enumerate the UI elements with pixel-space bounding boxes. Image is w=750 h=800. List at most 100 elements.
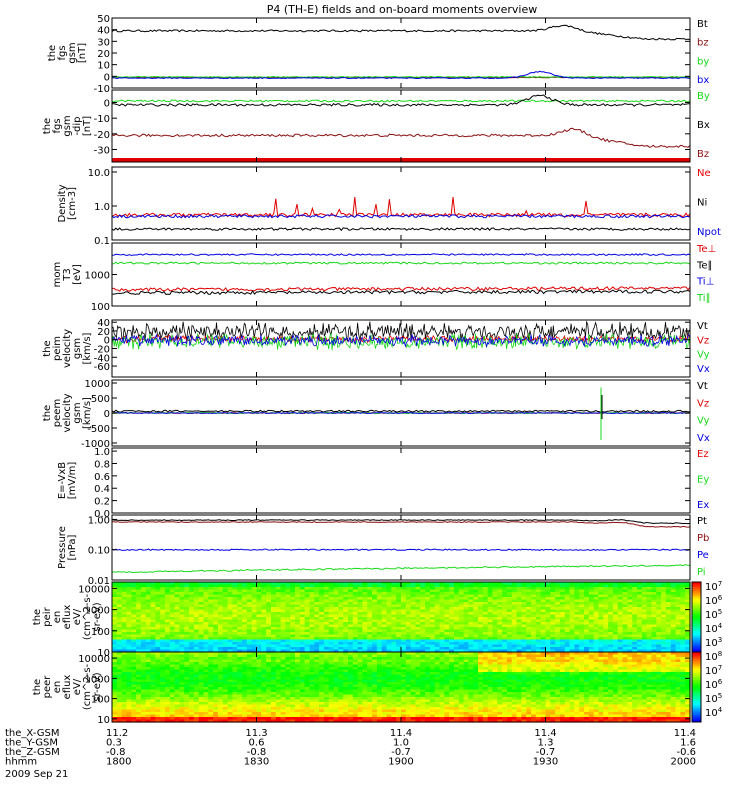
ylabel-e-vxb: E=-VxB [mV/m] — [57, 462, 78, 500]
legend-temperature-1: Te∥ — [696, 260, 713, 271]
colorbar-tick: 107 — [705, 580, 722, 593]
orbit-value: -0.8 — [106, 747, 126, 758]
colorbar-tick: 106 — [705, 678, 723, 691]
panel-temperature: Te⊥ Te∥ Ti⊥ Ti∥ 1000 100 mom T3 [eV] — [52, 242, 716, 313]
series-fgs-gsm-0 — [111, 24, 691, 41]
legend-fgs-gsm-0: Bt — [697, 19, 708, 30]
ytick-label: 0.0 — [94, 509, 110, 520]
series-density-2 — [111, 213, 691, 219]
orbit-value: 1.0 — [393, 738, 409, 749]
ytick-label: -500 — [87, 424, 110, 435]
ytick-label: 10 — [97, 61, 110, 72]
ylabel-line: the — [42, 118, 53, 134]
ylabel-line: mom — [52, 262, 63, 288]
ylabel-line: the — [42, 340, 53, 356]
orbit-value: 1930 — [533, 757, 558, 768]
orbit-value: -0.7 — [536, 747, 556, 758]
ytick-label: 100 — [91, 302, 110, 313]
legend-e-vxb-2: Ex — [697, 500, 709, 511]
ytick-label: 1.0 — [94, 202, 110, 213]
orbit-value: 1.6 — [680, 738, 696, 749]
orbit-value: -0.6 — [676, 747, 696, 758]
ylabel-peem-velocity: the peem velocity gsm [km/s] — [42, 393, 93, 432]
ytick-label: 10 — [97, 648, 110, 659]
plot-title: P4 (TH-E) fields and on-board moments ov… — [267, 3, 538, 16]
ylabel-line: peer — [42, 675, 53, 699]
ylabel-line: [km/s] — [82, 397, 93, 429]
ylabel-line: sr-eV) — [92, 672, 103, 701]
ylabel-fgs-gsm: the fgs gsm [nT] — [47, 42, 88, 63]
ylabel-line: gsm — [62, 115, 73, 136]
ylabel-line: peim — [52, 336, 63, 361]
orbit-value: 1830 — [244, 757, 269, 768]
ytick-label: -10 — [94, 114, 110, 125]
colorbar-tick: 104 — [705, 706, 723, 719]
ytick-label: 40 — [97, 26, 110, 37]
series-fgs-gsm-3 — [111, 70, 690, 80]
series-peem-velocity-3 — [111, 412, 691, 414]
orbit-value: 0.6 — [249, 738, 265, 749]
ylabel-line: (cm^2-s- — [82, 593, 93, 640]
legend-density-1: Ni — [697, 198, 707, 209]
series-temperature-3 — [111, 261, 691, 265]
ytick-label: 1000 — [85, 606, 110, 617]
legend-fgs-gsm-2: by — [697, 56, 709, 67]
ylabel-line: Density — [57, 184, 68, 222]
ytick-label: 40 — [97, 318, 110, 329]
ytick-label: 30 — [97, 37, 110, 48]
ytick-label: 1000 — [85, 379, 110, 390]
legend-fgs-gsm-3: bx — [697, 75, 709, 86]
legend-e-vxb-1: Ey — [697, 475, 709, 486]
ylabel-line: eV/ — [72, 678, 83, 695]
spectrogram-peir-spectrogram — [112, 582, 691, 653]
orbit-value: 11.2 — [106, 728, 128, 739]
legend-pressure-3: Pi — [697, 567, 706, 578]
ytick-label: 50 — [97, 14, 110, 25]
legend-density-2: Npot — [697, 227, 721, 238]
ylabel-line: [eV] — [72, 264, 83, 285]
ylabel-peim-velocity: the peim velocity gsm [km/s] — [42, 329, 93, 368]
ytick-label: 100 — [91, 627, 110, 638]
ylabel-line: velocity — [62, 393, 73, 432]
ytick-label: 0.01 — [88, 576, 110, 587]
legend-peim-velocity-2: Vy — [697, 350, 710, 361]
ytick-label: 500 — [91, 394, 110, 405]
ylabel-line: eflux — [62, 675, 73, 700]
ylabel-line: sr-eV) — [92, 602, 103, 631]
orbit-value: -0.7 — [391, 747, 411, 758]
ylabel-line: [cm-3] — [67, 187, 78, 220]
ylabel-fgs-gsm-dip: the fgs gsm -dip [nT] — [42, 115, 93, 136]
ytick-label: -20 — [94, 130, 110, 141]
ytick-label: 0 — [104, 409, 110, 420]
panel-peem-velocity: Vt Vz Vy Vx 1000 500 0 -500 -1000 the peem velocity… — [42, 379, 710, 450]
ylabel-line: fgs — [57, 45, 68, 60]
orbit-row-label: the_Z-GSM — [5, 747, 60, 758]
ylabel-line: Pressure — [57, 526, 68, 569]
series-density-0 — [111, 197, 691, 218]
ylabel-peer-spectrogram: the peer en eflux eV/(cm^2-s-sr-eV) — [32, 663, 103, 710]
legend-fgs-gsm-dip-1: Bx — [697, 120, 710, 131]
legend-fgs-gsm-1: bz — [697, 38, 709, 49]
ylabel-pressure: Pressure [nPa] — [57, 526, 78, 569]
ytick-label: 10000 — [78, 584, 110, 595]
colorbar-tick: 108 — [705, 650, 722, 663]
ylabel-line: E=-VxB — [57, 462, 68, 499]
ytick-label: -20 — [94, 345, 110, 356]
series-peim-velocity-3 — [111, 333, 691, 349]
legend-pressure-0: Pt — [697, 516, 707, 527]
ylabel-line: the — [47, 45, 58, 61]
legend-peem-velocity-3: Vx — [697, 433, 710, 444]
ylabel-line: (cm^2-s- — [82, 663, 93, 710]
colorbar-tick: 105 — [705, 692, 722, 705]
ylabel-density: Density [cm-3] — [57, 184, 78, 222]
orbit-labels: the_X-GSM 11.2 11.3 11.4 11.4 11.4 the_Y-GSM 0.… — [5, 728, 696, 768]
panel-e-vxb: Ez Ey Ex 1.00.8 0.60.4 0.20.0 E=-VxB [mV/m] — [57, 447, 709, 520]
series-peem-velocity-0 — [111, 409, 691, 413]
series-fgs-gsm-dip-1 — [112, 94, 690, 107]
ylabel-line: en — [52, 681, 63, 694]
